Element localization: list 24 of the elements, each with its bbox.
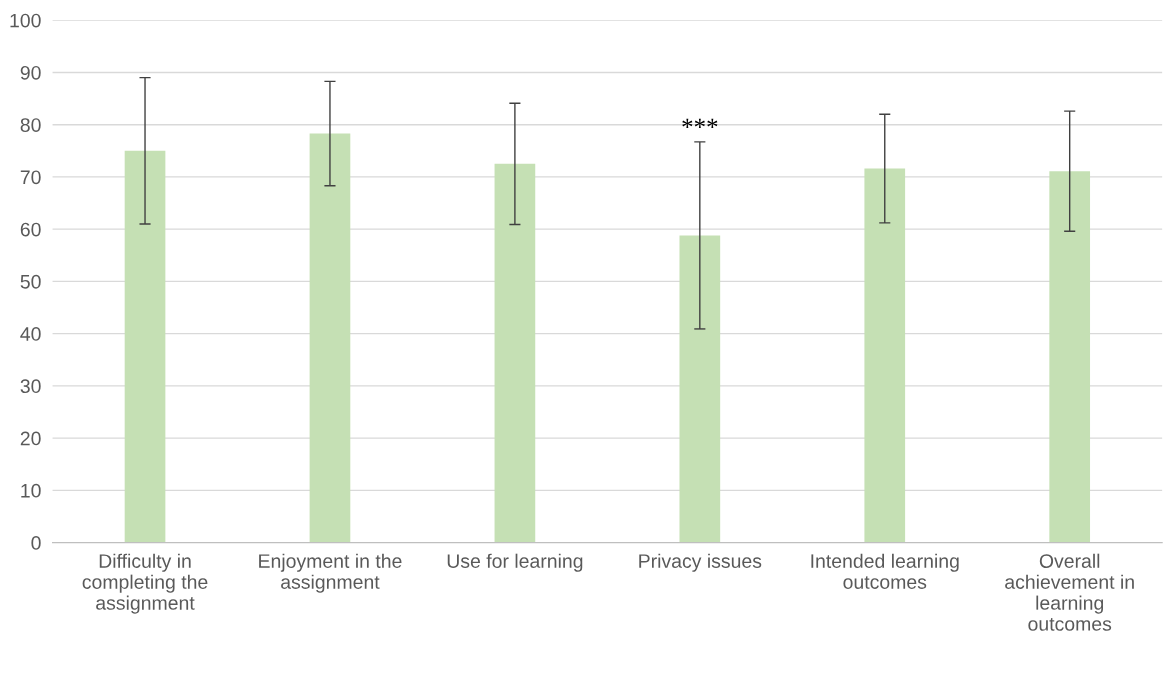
bar — [309, 133, 351, 543]
x-tick-label: Overall achievement in learning outcomes — [1005, 553, 1134, 631]
y-tick-label: 40 — [20, 327, 41, 341]
y-tick-label: 0 — [31, 536, 41, 550]
y-tick-label: 90 — [20, 65, 41, 80]
bar — [494, 163, 536, 543]
x-tick-label: Difficulty in completing the assignment — [82, 553, 208, 614]
y-tick-label: 30 — [20, 379, 41, 394]
annotation: *** — [682, 118, 718, 129]
y-tick-label: 100 — [10, 13, 41, 28]
x-tick-label: Privacy issues — [639, 553, 762, 572]
x-tick-label: Enjoyment in the assignment — [259, 553, 402, 593]
bar — [679, 235, 721, 543]
bar — [124, 150, 166, 543]
x-tick-label: Intended learning outcomes — [811, 553, 959, 589]
y-tick-label: 80 — [20, 118, 41, 132]
bar — [864, 168, 906, 543]
y-tick-label: 20 — [20, 431, 41, 446]
x-tick-label: Use for learning — [447, 553, 583, 572]
bar — [1049, 171, 1091, 543]
y-tick-label: 10 — [21, 483, 41, 498]
y-tick-label: 60 — [20, 222, 41, 237]
y-tick-label: 50 — [20, 274, 41, 289]
y-tick-label: 70 — [20, 170, 41, 185]
